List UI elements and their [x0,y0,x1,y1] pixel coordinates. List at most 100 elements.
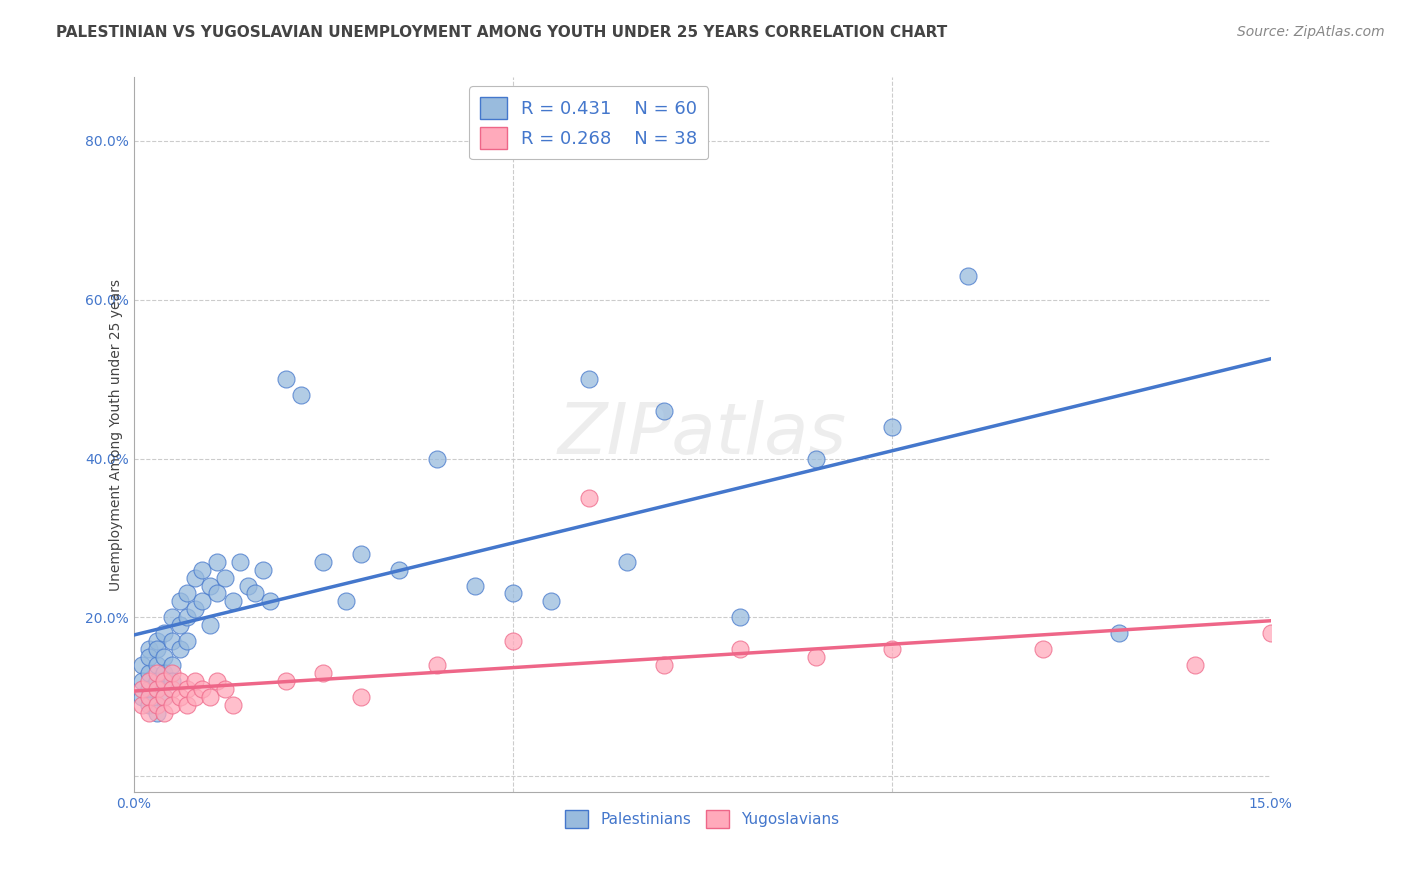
Point [153,690,176,704]
Point [145,698,167,712]
Point [578,372,600,386]
Point [502,586,524,600]
Point [229,555,252,569]
Point [214,681,236,696]
Point [183,602,205,616]
Point [464,578,486,592]
Point [198,690,221,704]
Text: ZIPatlas: ZIPatlas [558,401,846,469]
Point [169,642,191,657]
Legend: Palestinians, Yugoslavians: Palestinians, Yugoslavians [560,804,846,834]
Point [176,634,198,648]
Point [956,268,979,283]
Point [191,681,214,696]
Point [540,594,562,608]
Point [138,665,160,680]
Point [221,594,243,608]
Point [138,673,160,688]
Point [138,681,160,696]
Point [312,665,335,680]
Point [138,698,160,712]
Point [290,388,312,402]
Point [131,698,153,712]
Point [160,681,183,696]
Point [221,698,243,712]
Point [804,451,827,466]
Point [153,706,176,720]
Point [153,626,176,640]
Point [160,634,183,648]
Point [145,665,167,680]
Point [207,586,229,600]
Point [245,586,267,600]
Point [183,571,205,585]
Text: PALESTINIAN VS YUGOSLAVIAN UNEMPLOYMENT AMONG YOUTH UNDER 25 YEARS CORRELATION C: PALESTINIAN VS YUGOSLAVIAN UNEMPLOYMENT … [56,25,948,40]
Point [274,673,297,688]
Point [153,665,176,680]
Point [138,650,160,665]
Point [1184,657,1206,672]
Point [160,610,183,624]
Point [252,563,274,577]
Point [183,673,205,688]
Point [131,673,153,688]
Y-axis label: Unemployment Among Youth under 25 years: Unemployment Among Youth under 25 years [108,278,122,591]
Point [138,690,160,704]
Point [616,555,638,569]
Point [274,372,297,386]
Point [176,698,198,712]
Point [138,706,160,720]
Point [728,610,751,624]
Point [259,594,281,608]
Point [1108,626,1130,640]
Point [426,657,449,672]
Point [880,642,903,657]
Point [160,698,183,712]
Point [169,690,191,704]
Point [214,571,236,585]
Point [131,681,153,696]
Point [207,673,229,688]
Text: Source: ZipAtlas.com: Source: ZipAtlas.com [1237,25,1385,39]
Point [654,657,676,672]
Point [138,642,160,657]
Point [207,555,229,569]
Point [153,650,176,665]
Point [1260,626,1282,640]
Point [176,610,198,624]
Point [153,673,176,688]
Point [236,578,259,592]
Point [350,690,373,704]
Point [880,419,903,434]
Point [145,642,167,657]
Point [131,690,153,704]
Point [176,681,198,696]
Point [654,404,676,418]
Point [145,681,167,696]
Point [145,673,167,688]
Point [388,563,411,577]
Point [131,657,153,672]
Point [160,657,183,672]
Point [191,594,214,608]
Point [191,563,214,577]
Point [169,594,191,608]
Point [1032,642,1054,657]
Point [169,673,191,688]
Point [426,451,449,466]
Point [502,634,524,648]
Point [169,618,191,632]
Point [153,690,176,704]
Point [728,642,751,657]
Point [312,555,335,569]
Point [198,578,221,592]
Point [160,665,183,680]
Point [578,491,600,506]
Point [350,547,373,561]
Point [160,673,183,688]
Point [183,690,205,704]
Point [145,706,167,720]
Point [335,594,357,608]
Point [145,657,167,672]
Point [198,618,221,632]
